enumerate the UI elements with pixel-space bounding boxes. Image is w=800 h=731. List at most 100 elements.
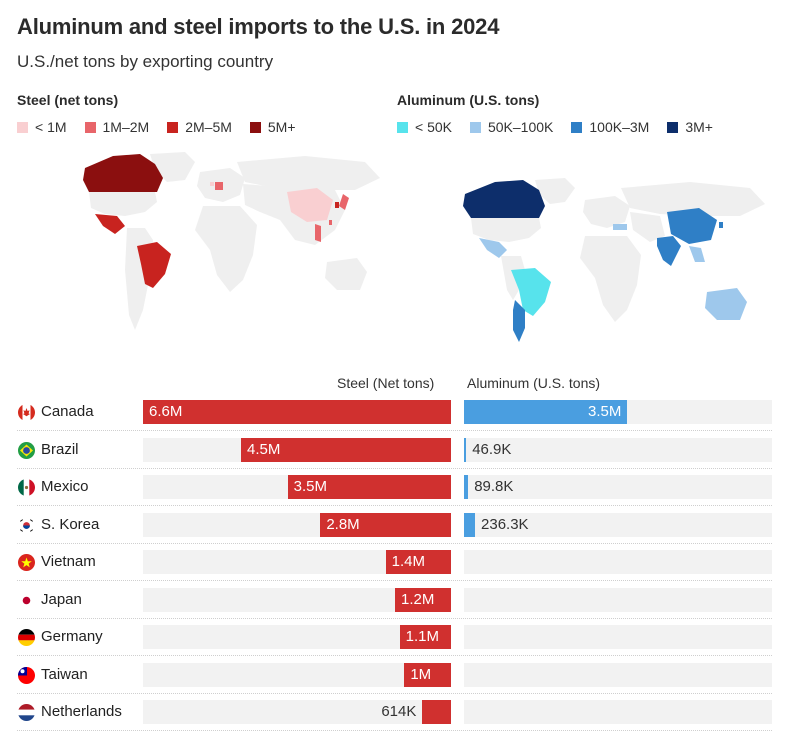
steel-legend-label: 5M+ xyxy=(267,119,296,135)
aluminum-bar-track: 89.8K xyxy=(464,475,772,499)
steel-value-label: 2.8M xyxy=(326,515,360,533)
aluminum-value-label: 3.5M xyxy=(587,403,622,420)
steel-legend-label: 1M–2M xyxy=(102,119,150,135)
steel-legend-swatch xyxy=(167,121,179,133)
aluminum-bar-track xyxy=(464,550,772,574)
aluminum-legend-title: Aluminum (U.S. tons) xyxy=(397,92,540,108)
map-china xyxy=(287,188,333,222)
aluminum-bar-track: 236.3K xyxy=(464,512,772,537)
aluminum-legend-item: 100K–3M xyxy=(571,119,649,135)
aluminum-bar-track xyxy=(464,587,772,612)
aluminum-legend: Aluminum (U.S. tons) < 50K 50K–100K 100K–3… xyxy=(397,92,731,135)
steel-bar-track: 1.1M xyxy=(143,625,451,649)
steel-value-label: 6.6M xyxy=(149,403,183,420)
steel-legend: Steel (net tons) < 1M 1M–2M 2M–5M 5M+ xyxy=(17,92,314,135)
table-row: Netherlands 614K xyxy=(17,694,772,731)
map-south-korea xyxy=(719,222,723,228)
map-brazil xyxy=(137,242,171,288)
map-southeast-asia xyxy=(689,246,705,262)
aluminum-legend-swatch xyxy=(571,121,583,133)
table-row: Germany 1.1M xyxy=(17,619,772,656)
aluminum-bar xyxy=(464,475,469,499)
aluminum-bar-track: 3.5M xyxy=(464,400,772,424)
steel-bar-track: 1.4M xyxy=(143,550,451,574)
steel-bar-track: 2.8M xyxy=(143,512,451,537)
germany-flag-icon xyxy=(18,629,35,646)
map-greenland xyxy=(535,178,575,204)
map-europe xyxy=(583,196,630,228)
aluminum-legend-item: 50K–100K xyxy=(469,119,554,135)
aluminum-bar-track xyxy=(464,700,772,724)
steel-legend-item: 1M–2M xyxy=(84,119,150,135)
steel-bar xyxy=(395,587,451,612)
steel-bar xyxy=(422,700,451,724)
country-name: Mexico xyxy=(41,478,89,495)
table-row: Vietnam 1.4M xyxy=(17,544,772,581)
map-mexico xyxy=(479,238,507,258)
aluminum-value-label: 46.9K xyxy=(472,440,512,458)
steel-legend-item: 5M+ xyxy=(249,119,296,135)
country-name: Taiwan xyxy=(41,665,88,683)
vietnam-flag-icon xyxy=(18,554,35,571)
steel-value-label: 3.5M xyxy=(293,478,328,495)
map-usa xyxy=(89,192,157,216)
aluminum-bar-track xyxy=(464,625,772,649)
table-row: S. Korea 2.8M 236.3K xyxy=(17,507,772,544)
steel-bar xyxy=(404,662,451,687)
steel-value-label: 614K xyxy=(381,703,417,720)
steel-bar-track: 614K xyxy=(143,700,451,724)
steel-legend-label: < 1M xyxy=(35,119,67,135)
aluminum-bar-track xyxy=(464,662,772,687)
map-canada xyxy=(83,154,163,192)
map-japan xyxy=(339,194,349,210)
steel-legend-swatch xyxy=(17,121,28,133)
steel-bar-track: 1M xyxy=(143,662,451,687)
aluminum-legend-label: < 50K xyxy=(415,119,452,135)
map-greenland xyxy=(150,152,195,182)
steel-legend-item: < 1M xyxy=(17,119,67,135)
brazil-flag-icon xyxy=(18,441,35,459)
aluminum-legend-item: < 50K xyxy=(397,119,452,135)
aluminum-legend-swatch xyxy=(397,121,408,133)
steel-value-label: 4.5M xyxy=(247,440,281,458)
steel-bar-track: 3.5M xyxy=(143,475,451,499)
steel-bar xyxy=(399,625,451,649)
map-africa xyxy=(195,206,257,292)
map-australia xyxy=(325,258,367,290)
steel-value-label: 1.1M xyxy=(405,628,440,645)
steel-bar xyxy=(143,400,451,424)
netherlands-flag-icon xyxy=(18,704,35,721)
aluminum-legend-label: 3M+ xyxy=(685,119,713,135)
aluminum-legend-label: 50K–100K xyxy=(487,119,554,135)
aluminum-world-map xyxy=(463,178,765,342)
aluminum-legend-swatch xyxy=(469,121,481,133)
steel-legend-swatch xyxy=(249,121,261,133)
map-africa xyxy=(580,236,641,322)
map-china xyxy=(667,208,717,244)
map-taiwan xyxy=(329,220,332,225)
chart-subtitle: U.S./net tons by exporting country xyxy=(17,52,274,71)
aluminum-column-header: Aluminum (U.S. tons) xyxy=(467,375,601,391)
steel-bar-track: 6.6M xyxy=(143,400,451,424)
country-name: Brazil xyxy=(41,440,79,458)
aluminum-value-label: 236.3K xyxy=(481,515,529,533)
aluminum-bar-track: 46.9K xyxy=(464,437,772,462)
table-row: Japan 1.2M xyxy=(17,582,772,619)
map-germany xyxy=(215,182,223,190)
aluminum-legend-item: 3M+ xyxy=(667,119,713,135)
country-name: Japan xyxy=(41,590,82,608)
country-name: Canada xyxy=(41,403,94,420)
map-brazil xyxy=(511,268,551,316)
map-netherlands xyxy=(210,182,214,186)
table-row: Canada 6.6M 3.5M xyxy=(17,394,772,431)
steel-legend-title: Steel (net tons) xyxy=(17,92,119,108)
map-canada xyxy=(463,180,545,218)
steel-value-label: 1M xyxy=(410,665,432,683)
map-usa xyxy=(471,218,541,242)
steel-column-header: Steel (Net tons) xyxy=(337,375,435,391)
steel-value-label: 1.4M xyxy=(391,553,426,570)
table-row: Brazil 4.5M 46.9K xyxy=(17,432,772,469)
steel-legend-label: 2M–5M xyxy=(185,119,232,135)
map-vietnam xyxy=(315,224,321,242)
steel-bar xyxy=(287,475,451,499)
